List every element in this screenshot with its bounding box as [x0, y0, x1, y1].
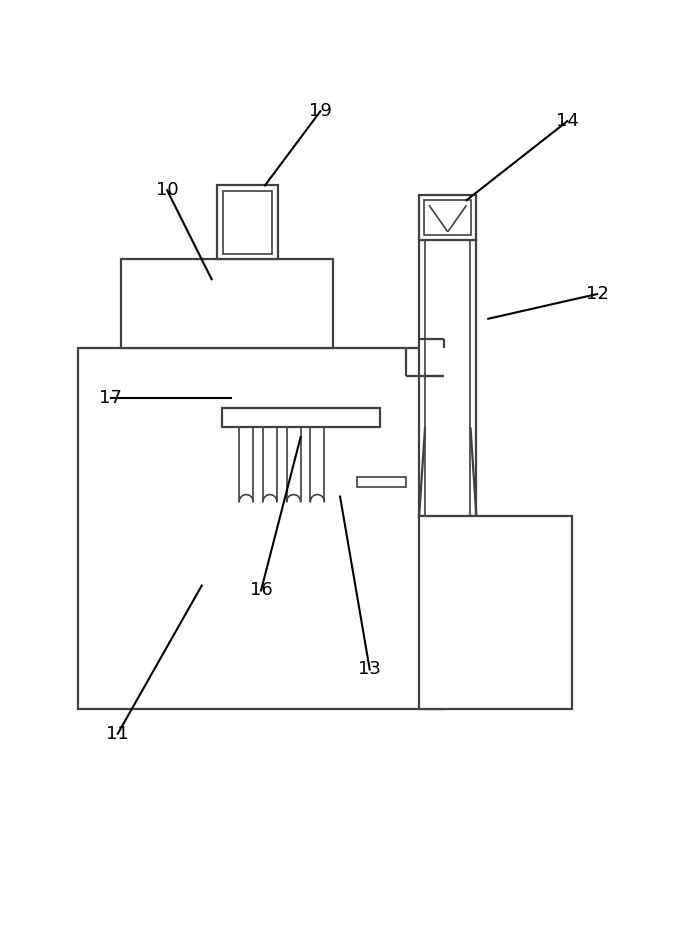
Text: 10: 10: [156, 182, 179, 199]
Bar: [222, 408, 380, 427]
Text: 16: 16: [249, 581, 272, 600]
Bar: [121, 260, 333, 349]
Text: 19: 19: [309, 102, 332, 121]
Bar: [425, 240, 471, 516]
Bar: [419, 240, 476, 516]
Bar: [357, 476, 406, 487]
Text: 11: 11: [107, 725, 129, 743]
Bar: [222, 191, 272, 254]
Bar: [419, 196, 476, 240]
Text: 14: 14: [556, 112, 579, 130]
Bar: [424, 200, 471, 235]
Text: 12: 12: [586, 286, 608, 303]
Text: 17: 17: [99, 388, 122, 407]
Text: 13: 13: [358, 661, 381, 679]
Bar: [217, 185, 278, 260]
Bar: [419, 516, 572, 709]
Bar: [78, 349, 444, 709]
